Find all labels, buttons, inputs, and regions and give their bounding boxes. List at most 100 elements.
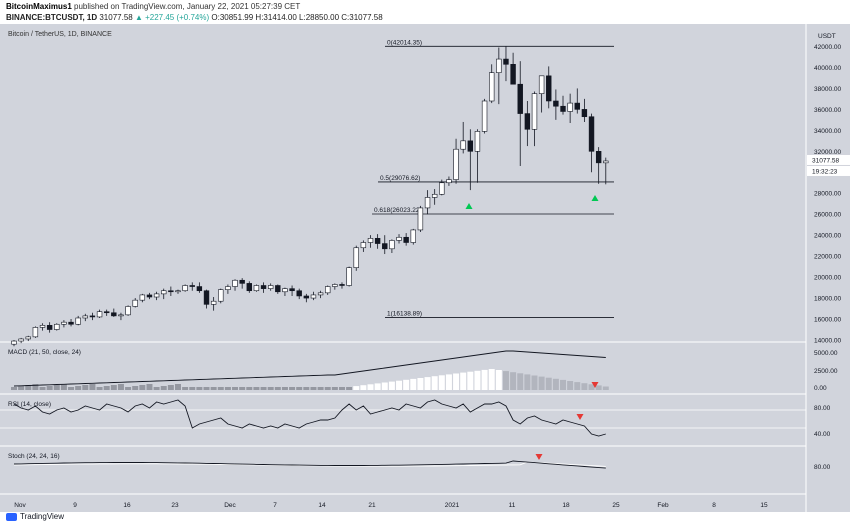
candle-body (61, 321, 67, 325)
publish-info: BitcoinMaximus1 published on TradingView… (6, 2, 300, 11)
candle-body (175, 290, 181, 293)
tradingview-footer[interactable]: TradingView (6, 512, 64, 521)
macd-histogram-bar (253, 387, 260, 390)
candle-body (253, 285, 260, 292)
stoch-line (13, 460, 606, 469)
candle-body (275, 285, 281, 293)
macd-histogram-bar (68, 387, 75, 390)
candle-body (581, 109, 588, 118)
chart-area[interactable]: 0(42014.35) 0.5(29076.62) 0.618(26023.22) 1… (0, 24, 850, 512)
macd-histogram-bar (289, 387, 296, 390)
candle-body (310, 294, 317, 299)
date-tick-label: 7 (273, 502, 277, 509)
macd-histogram-bar (574, 382, 581, 390)
author-name[interactable]: BitcoinMaximus1 (6, 2, 72, 11)
date-tick-label: 25 (612, 502, 620, 509)
macd-line (13, 350, 606, 387)
candle-body (161, 290, 167, 295)
candle-body (296, 290, 302, 297)
macd-histogram-bar (53, 385, 60, 390)
candle-body (168, 290, 174, 293)
candle-body (417, 207, 424, 231)
macd-histogram-bar (560, 379, 567, 390)
macd-histogram-bar (460, 372, 467, 390)
rsi-label: RSI (14, close) (8, 401, 51, 408)
last-price-label: 31077.58 (812, 157, 839, 164)
chart-canvas[interactable]: 0(42014.35) 0.5(29076.62) 0.618(26023.22) 1… (0, 24, 850, 512)
candle-body (603, 160, 609, 164)
candle-body (481, 100, 488, 132)
candle-body (460, 140, 466, 150)
macd-histogram-bar (182, 387, 189, 390)
macd-histogram-bar (552, 378, 559, 390)
candle-body (424, 197, 431, 209)
macd-histogram-bar (132, 386, 139, 390)
macd-histogram-bar (488, 369, 495, 390)
macd-histogram-bar (531, 375, 538, 390)
candle-body (218, 289, 224, 302)
macd-label: MACD (21, 50, close, 24) (8, 349, 81, 356)
candle-body (32, 327, 39, 338)
countdown-box (807, 165, 850, 176)
macd-histogram-bar (467, 371, 474, 390)
date-tick-label: 2021 (445, 502, 460, 509)
candle-body (282, 288, 288, 293)
candle-body (203, 290, 210, 305)
macd-histogram-bar (110, 385, 117, 390)
candle-body (317, 292, 324, 296)
macd-histogram-bar (82, 385, 89, 390)
date-tick-label: 23 (171, 502, 179, 509)
candle-body (446, 179, 452, 184)
last-price: 31077.58 (99, 13, 133, 22)
candle-body (496, 58, 502, 73)
macd-histogram-bar (310, 387, 317, 390)
fib-level-label: 0.618(26023.22) (374, 207, 422, 214)
candle-body (260, 285, 267, 289)
candle-body (353, 247, 359, 268)
macd-histogram-bar (60, 384, 67, 390)
rsi-tick-label: 40.00 (814, 431, 831, 438)
candle-body (503, 58, 509, 65)
macd-histogram-bar (296, 387, 303, 390)
currency-label: USDT (818, 33, 836, 40)
ohlc-values: O:30851.99 H:31414.00 L:28850.00 C:31077… (211, 13, 383, 22)
candle-body (360, 242, 367, 249)
macd-histogram-bar (374, 383, 381, 390)
candle-body (510, 64, 516, 85)
candle-body (546, 75, 552, 102)
macd-histogram-bar (39, 387, 46, 390)
date-tick-label: 16 (123, 502, 131, 509)
macd-histogram-bar (75, 386, 82, 390)
candle-body (239, 279, 245, 284)
price-tick-label: 40000.00 (814, 65, 841, 72)
macd-histogram-bar (445, 374, 452, 390)
macd-histogram-bar (331, 387, 338, 390)
candle-body (189, 285, 195, 287)
red-arrow-down-icon (576, 414, 584, 420)
date-tick-label: 14 (318, 502, 326, 509)
macd-histogram-bar (196, 387, 203, 390)
candle-body (196, 286, 203, 292)
macd-histogram-bar (317, 387, 324, 390)
macd-histogram-bar (545, 377, 552, 390)
candle-body (467, 140, 474, 152)
macd-histogram-bar (502, 371, 509, 390)
symbol-label: BINANCE:BTCUSDT, 1D (6, 13, 98, 22)
candle-body (18, 338, 24, 342)
price-tick-label: 18000.00 (814, 296, 841, 303)
date-tick-label: Feb (657, 502, 669, 509)
macd-histogram-bar (360, 385, 367, 390)
macd-histogram-bar (588, 384, 595, 390)
macd-histogram-bar (89, 384, 96, 390)
red-arrow-down-icon (535, 454, 543, 460)
macd-histogram-bar (146, 384, 153, 390)
tradingview-logo-icon (6, 512, 17, 521)
macd-histogram-bar (388, 381, 395, 390)
candle-body (68, 321, 74, 325)
green-arrow-up-icon (465, 203, 473, 209)
macd-histogram-bar (595, 385, 602, 390)
price-tick-label: 32000.00 (814, 149, 841, 156)
candle-body (403, 236, 409, 243)
macd-histogram-bar (103, 386, 110, 390)
candle-body (474, 131, 481, 152)
